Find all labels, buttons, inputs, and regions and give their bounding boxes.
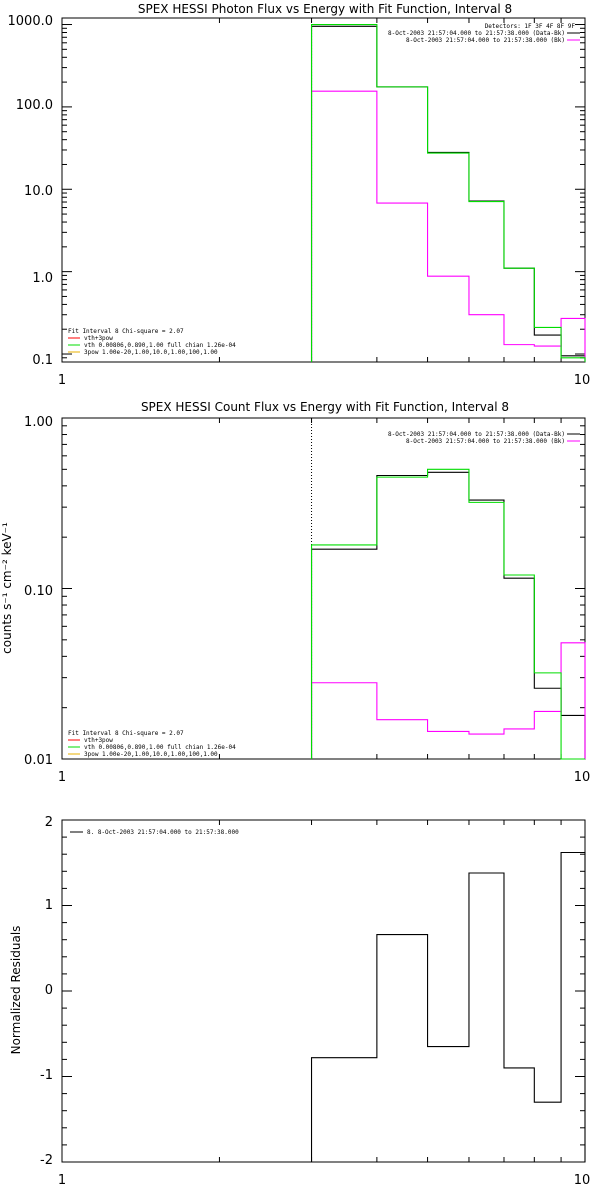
panel-1-xtick-0: 1 — [58, 373, 66, 388]
panel-2-title: SPEX HESSI Count Flux vs Energy with Fit… — [141, 400, 509, 414]
panel-2-legend-left-0: Fit Interval 8 Chi-square = 2.07 — [68, 730, 184, 737]
panel-1-series-0-step-line — [310, 25, 586, 362]
panel-1-legend-left-2: vth 0.00806,0.890,1.00 full chian 1.26e-… — [84, 342, 236, 349]
panel-1-ytick-0: 1000.0 — [8, 14, 54, 29]
panel-1-series-1-step-line — [310, 90, 586, 362]
panel-3-xtick-1: 10 — [574, 1173, 591, 1188]
panel-3-xtick-0: 1 — [58, 1173, 66, 1188]
panel-2-series-1-step-line — [310, 642, 586, 759]
panel-3-ylabel: Normalized Residuals — [9, 926, 23, 1055]
panel-2-frame — [61, 417, 586, 760]
panel-2-legend-left-2: vth 0.00806,0.890,1.00 full chian 1.26e-… — [84, 744, 236, 751]
panel-2-legend-left-3: 3pow 1.00e-20,1.00,10.0,1.00,100,1.00 — [84, 751, 218, 758]
panel-2-series-2-step-line — [310, 468, 585, 760]
panel-1-ytick-3: 1.0 — [32, 271, 53, 286]
panel-2-series-0-step-line — [310, 471, 586, 759]
panel-2-ytick-0: 1.00 — [24, 415, 53, 430]
panel-3-ytick-1: 1 — [45, 898, 53, 913]
panel-3-ytick-0: 2 — [45, 815, 53, 830]
panel-1-series-2-step-line — [310, 23, 586, 362]
panel-1-ytick-2: 10.0 — [24, 184, 53, 199]
panel-3-frame — [61, 819, 586, 1163]
panel-1-legend-left-0: Fit Interval 8 Chi-square = 2.07 — [68, 328, 184, 335]
panel-1-title: SPEX HESSI Photon Flux vs Energy with Fi… — [138, 2, 512, 16]
panel-1-legend-right-0: Detectors: 1F 3F 4F 8F 9F — [485, 23, 576, 30]
panel-1-legend-right-1: 8-Oct-2003 21:57:04.000 to 21:57:38.000 … — [388, 30, 565, 37]
panel-1-legend-left-3: 3pow 1.00e-20,1.00,10.0,1.00,100,1.00 — [84, 349, 218, 356]
panel-2-legend-right-1: 8-Oct-2003 21:57:04.000 to 21:57:38.000 … — [406, 438, 565, 445]
panel-3-ytick-2: 0 — [45, 983, 53, 998]
panel-3-legend-left-0: 8. 8-Oct-2003 21:57:04.000 to 21:57:38.0… — [87, 829, 239, 836]
panel-1-frame — [61, 17, 586, 363]
panel-1-legend-right-2: 8-Oct-2003 21:57:04.000 to 21:57:38.000 … — [406, 37, 565, 44]
panel-1-ytick-4: 0.1 — [32, 353, 53, 368]
panel-2-legend-right-0: 8-Oct-2003 21:57:04.000 to 21:57:38.000 … — [388, 431, 565, 438]
panel-2-xtick-0: 1 — [58, 770, 66, 785]
panel-2-ytick-2: 0.01 — [24, 753, 53, 768]
panel-3-ytick-3: -1 — [40, 1068, 53, 1083]
panel-1-xtick-1: 10 — [574, 373, 591, 388]
panel-1-legend-left-1: vth+3pow — [84, 335, 113, 342]
panel-2-legend-left-1: vth+3pow — [84, 737, 113, 744]
panel-2-ytick-1: 0.10 — [24, 584, 53, 599]
panel-2-xtick-1: 10 — [574, 770, 591, 785]
panel-3-ytick-4: -2 — [40, 1153, 53, 1168]
panel-2-ylabel: counts s⁻¹ cm⁻² keV⁻¹ — [0, 522, 14, 654]
panel-1-ytick-1: 100.0 — [16, 98, 53, 113]
panel-3-series-0-step-line — [310, 851, 586, 1162]
